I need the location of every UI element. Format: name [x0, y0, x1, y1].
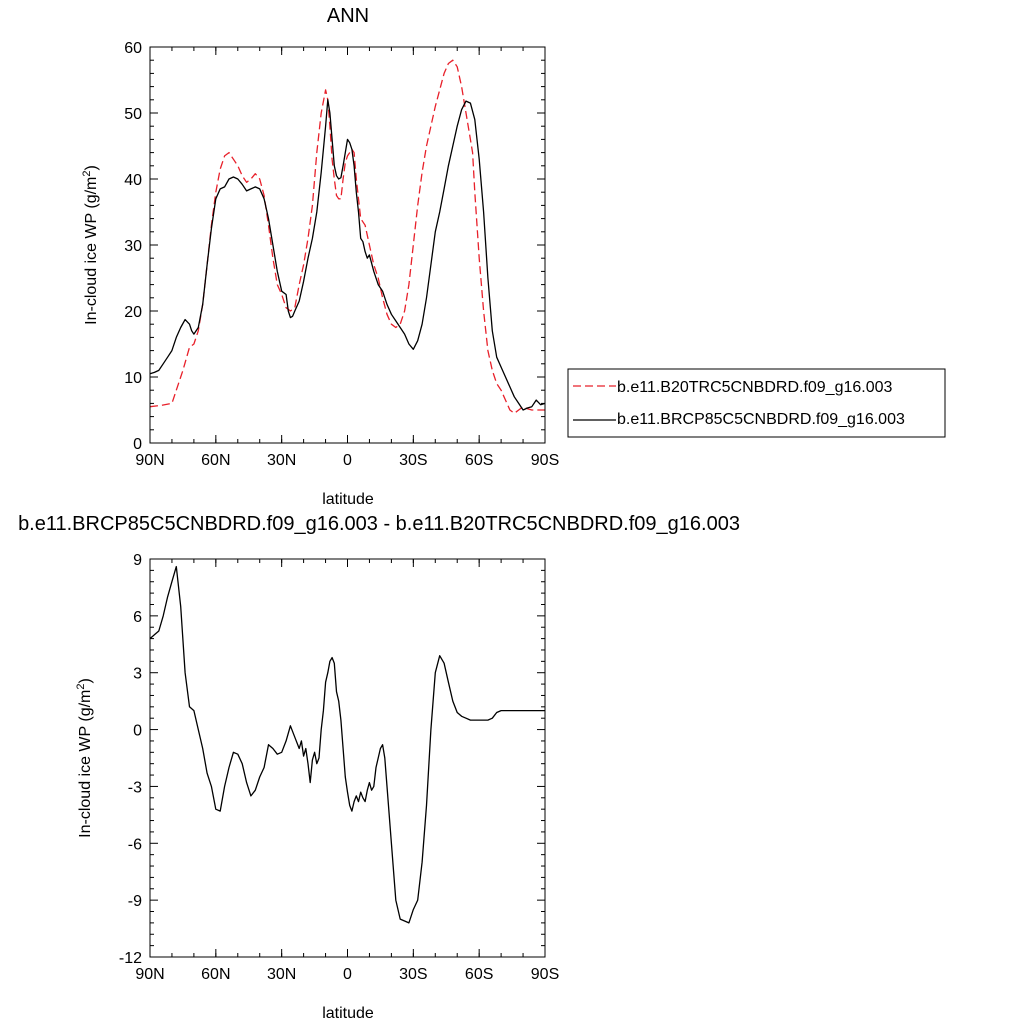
top-chart-y-tick-label: 40: [124, 172, 142, 189]
top-chart-series-line-1: [149, 99, 546, 411]
top-chart-y-tick-label: 0: [133, 436, 142, 453]
bottom-chart-title: b.e11.BRCP85C5CNBDRD.f09_g16.003 - b.e11…: [18, 513, 740, 535]
top-chart-y-tick-label: 60: [124, 40, 142, 57]
bottom-chart-x-tick-label: 60S: [465, 966, 493, 983]
bottom-chart-y-tick-label: 3: [133, 666, 142, 683]
top-chart-x-tick-label: 60N: [201, 452, 230, 469]
top-chart-x-tick-label: 90S: [531, 452, 559, 469]
top-chart-y-tick-label: 30: [124, 238, 142, 255]
bottom-chart-y-tick-label: -3: [128, 779, 142, 796]
top-chart-x-tick-label: 90N: [135, 452, 164, 469]
top-chart-x-tick-label: 60S: [465, 452, 493, 469]
top-chart-x-tick-label: 0: [343, 452, 352, 469]
top-chart-x-tick-label: 30S: [399, 452, 427, 469]
top-chart-y-tick-label: 20: [124, 304, 142, 321]
bottom-chart-x-tick-label: 90N: [135, 966, 164, 983]
legend: b.e11.B20TRC5CNBDRD.f09_g16.003 b.e11.BR…: [567, 368, 946, 438]
bottom-chart-y-axis-title: In-cloud ice WP (g/m2): [75, 678, 94, 838]
bottom-chart-x-tick-label: 60N: [201, 966, 230, 983]
top-chart-y-axis-title: In-cloud ice WP (g/m2): [81, 165, 100, 325]
bottom-chart-y-tick-label: 6: [133, 609, 142, 626]
legend-label-historical: b.e11.B20TRC5CNBDRD.f09_g16.003: [617, 379, 893, 396]
bottom-chart-y-tick-label: -6: [128, 836, 142, 853]
bottom-chart-x-axis-title: latitude: [322, 1005, 374, 1022]
bottom-chart-y-tick-label: 0: [133, 723, 142, 740]
top-chart-x-tick-label: 30N: [267, 452, 296, 469]
bottom-chart-y-tick-label: -9: [128, 893, 142, 910]
bottom-chart-y-tick-label: -12: [119, 950, 142, 967]
top-chart-y-tick-label: 50: [124, 106, 142, 123]
legend-label-rcp85: b.e11.BRCP85C5CNBDRD.f09_g16.003: [617, 411, 905, 428]
bottom-chart-ticks: 90N 60N 30N 0 30S 60S 90S -12 -9 -6 -3 0 3 6 9: [119, 552, 559, 983]
top-chart-ticks: 90N 60N 30N 0 30S 60S 90S 0 10 20 30 40 50 60: [124, 40, 559, 469]
top-chart-plot-area: [149, 59, 546, 414]
top-chart: ANN 90N 60N 30N 0 30S 60S 90S 0 10 20 30 40 50 60 lat…: [81, 5, 559, 508]
bottom-chart: b.e11.BRCP85C5CNBDRD.f09_g16.003 - b.e11…: [18, 513, 740, 1022]
top-chart-x-axis-title: latitude: [322, 491, 374, 508]
bottom-chart-x-tick-label: 30N: [267, 966, 296, 983]
top-chart-y-tick-label: 10: [124, 370, 142, 387]
bottom-chart-series-line-0: [149, 565, 545, 924]
bottom-chart-x-tick-label: 30S: [399, 966, 427, 983]
bottom-chart-y-tick-label: 9: [133, 552, 142, 569]
bottom-chart-x-tick-label: 0: [343, 966, 352, 983]
legend-box: [567, 368, 946, 438]
bottom-chart-x-tick-label: 90S: [531, 966, 559, 983]
top-chart-title: ANN: [327, 5, 369, 27]
bottom-chart-plot-area: [149, 565, 545, 924]
